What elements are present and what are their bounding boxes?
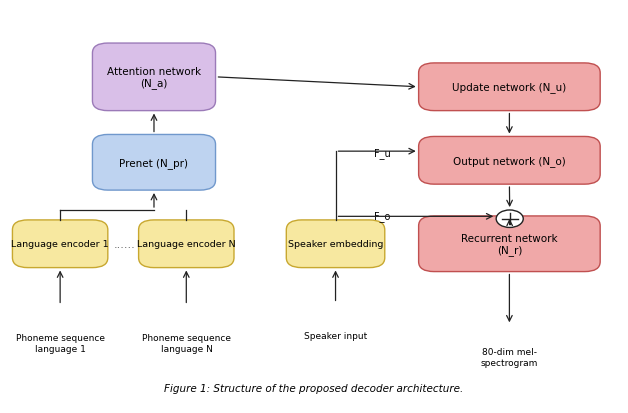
- Text: F_o: F_o: [374, 211, 390, 222]
- Text: Prenet (N_pr): Prenet (N_pr): [119, 157, 188, 169]
- Text: Output network (N_o): Output network (N_o): [453, 155, 566, 166]
- Text: Recurrent network
(N_r): Recurrent network (N_r): [461, 233, 558, 255]
- Text: F_u: F_u: [374, 147, 391, 159]
- Text: Speaker input: Speaker input: [304, 331, 367, 340]
- Text: Figure 1: Structure of the proposed decoder architecture.: Figure 1: Structure of the proposed deco…: [165, 383, 463, 393]
- FancyBboxPatch shape: [419, 137, 600, 185]
- Text: Language encoder N: Language encoder N: [137, 240, 236, 249]
- Text: Speaker embedding: Speaker embedding: [288, 240, 383, 249]
- FancyBboxPatch shape: [13, 221, 108, 268]
- FancyBboxPatch shape: [419, 64, 600, 112]
- Circle shape: [496, 211, 523, 228]
- FancyBboxPatch shape: [286, 221, 385, 268]
- FancyBboxPatch shape: [92, 44, 215, 112]
- FancyBboxPatch shape: [419, 216, 600, 272]
- FancyBboxPatch shape: [92, 135, 215, 191]
- Text: 80-dim mel-
spectrogram: 80-dim mel- spectrogram: [481, 347, 538, 367]
- Text: Phoneme sequence
language N: Phoneme sequence language N: [142, 334, 231, 353]
- Text: Update network (N_u): Update network (N_u): [452, 82, 566, 93]
- Text: Phoneme sequence
language 1: Phoneme sequence language 1: [16, 334, 105, 353]
- FancyBboxPatch shape: [139, 221, 234, 268]
- Text: Attention network
(N_a): Attention network (N_a): [107, 66, 201, 89]
- Text: ......: ......: [114, 239, 135, 249]
- Text: Language encoder 1: Language encoder 1: [11, 240, 109, 249]
